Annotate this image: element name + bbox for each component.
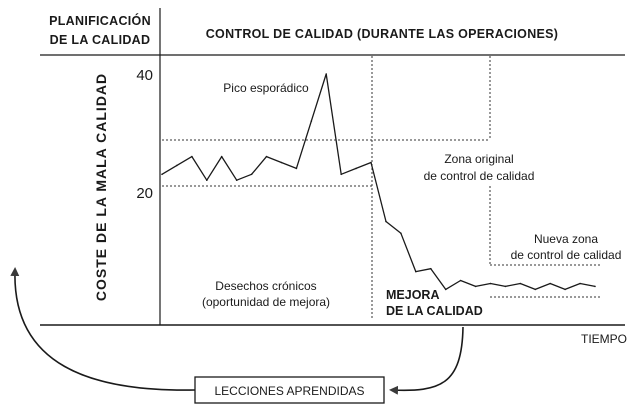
data-point-11 bbox=[325, 73, 328, 75]
data-point-16 bbox=[400, 232, 402, 235]
data-point-17 bbox=[415, 270, 417, 273]
lessons-learned-box bbox=[194, 376, 385, 404]
header-planning-line1: PLANIFICACIÓN bbox=[49, 13, 151, 28]
data-point-29 bbox=[594, 285, 596, 288]
data-point-22 bbox=[489, 282, 492, 285]
y-tick-20: 20 bbox=[136, 185, 153, 202]
data-point-8 bbox=[280, 161, 283, 164]
data-point-27 bbox=[564, 288, 566, 291]
data-point-13 bbox=[355, 167, 357, 170]
data-point-14 bbox=[370, 161, 372, 164]
data-point-23 bbox=[504, 285, 507, 288]
header-planning-line2: DE LA CALIDAD bbox=[50, 33, 151, 47]
annotation-new-zone-line2: de control de calidad bbox=[511, 248, 622, 262]
data-point-7 bbox=[265, 155, 268, 158]
data-point-9 bbox=[295, 167, 298, 170]
y-tick-40: 40 bbox=[136, 67, 153, 84]
data-point-19 bbox=[444, 288, 447, 291]
data-point-12 bbox=[340, 173, 343, 176]
data-point-0 bbox=[161, 173, 163, 176]
annotation-improvement-line1: MEJORA bbox=[386, 288, 439, 302]
annotation-new-zone-line1: Nueva zona bbox=[534, 232, 598, 246]
data-point-4 bbox=[220, 155, 223, 158]
annotation-original-zone-line2: de control de calidad bbox=[424, 169, 535, 183]
data-point-1 bbox=[176, 164, 178, 167]
data-point-5 bbox=[235, 179, 238, 181]
series-line-cost bbox=[161, 73, 596, 291]
header-control-title: CONTROL DE CALIDAD (DURANTE LAS OPERACIO… bbox=[206, 27, 559, 41]
data-point-6 bbox=[250, 173, 253, 176]
arrow-to-planning bbox=[10, 267, 196, 391]
data-point-24 bbox=[519, 282, 522, 285]
annotation-chronic-waste-line1: Desechos crónicos bbox=[215, 279, 316, 293]
data-point-20 bbox=[459, 279, 462, 282]
data-point-25 bbox=[534, 288, 537, 291]
data-point-3 bbox=[206, 179, 208, 181]
annotation-improvement-line2: DE LA CALIDAD bbox=[386, 304, 483, 318]
data-point-26 bbox=[549, 282, 551, 285]
data-point-15 bbox=[385, 220, 387, 223]
y-axis-label: COSTE DE LA MALA CALIDAD bbox=[93, 73, 109, 301]
data-point-10 bbox=[310, 120, 313, 122]
lessons-learned-label: LECCIONES APRENDIDAS bbox=[214, 384, 364, 398]
series-points bbox=[161, 73, 596, 291]
arrow-to-lessons bbox=[389, 326, 464, 395]
data-point-21 bbox=[474, 285, 477, 288]
annotation-original-zone-line1: Zona original bbox=[444, 152, 513, 166]
data-point-18 bbox=[430, 267, 432, 270]
data-point-2 bbox=[191, 155, 193, 158]
annotation-sporadic-peak: Pico esporádico bbox=[223, 81, 309, 95]
x-axis-label: TIEMPO bbox=[581, 332, 627, 346]
annotation-chronic-waste-line2: (oportunidad de mejora) bbox=[202, 295, 330, 309]
data-point-28 bbox=[579, 282, 581, 285]
